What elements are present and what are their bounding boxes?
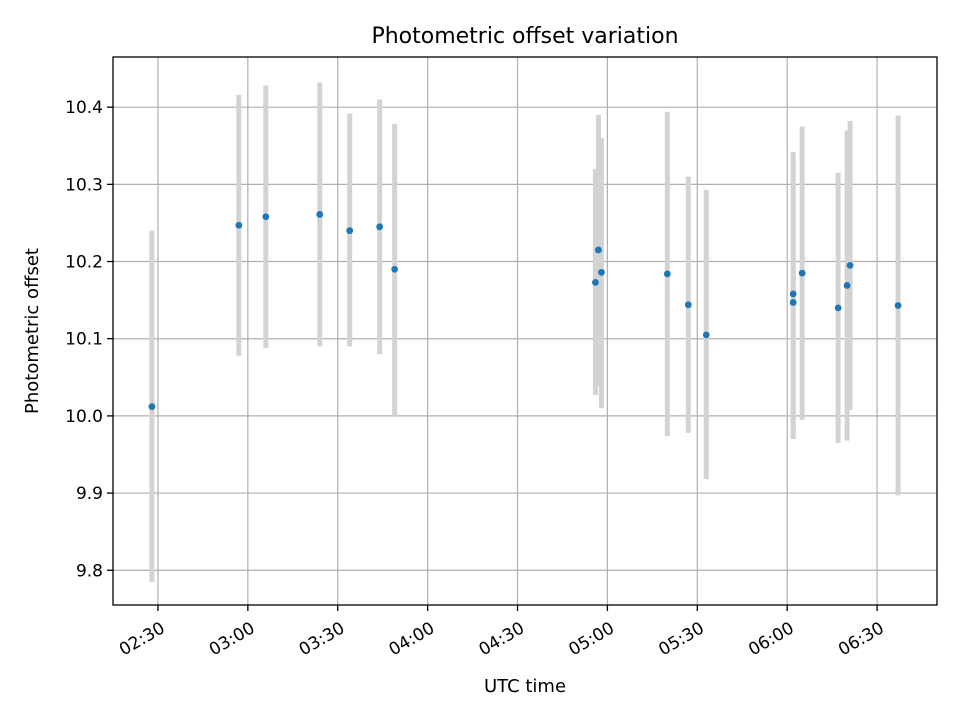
y-tick-label: 10.2 [65, 253, 103, 273]
y-tick-label: 10.3 [65, 175, 103, 195]
data-point [391, 265, 399, 273]
data-point [346, 227, 354, 235]
data-point [843, 282, 851, 289]
data-point [684, 301, 692, 309]
x-tick-label: 06:00 [745, 618, 797, 660]
y-tick-label: 10.0 [65, 407, 103, 427]
y-tick-label: 9.9 [76, 484, 103, 504]
data-point [262, 213, 270, 221]
x-tick-label: 05:00 [565, 618, 617, 660]
data-point [316, 211, 324, 218]
data-point [789, 290, 797, 298]
data-point [595, 246, 602, 254]
x-tick-label: 04:00 [386, 618, 438, 660]
x-tick-label: 06:30 [835, 618, 887, 660]
data-point [376, 223, 384, 231]
x-axis-label: UTC time [484, 676, 566, 697]
data-point [789, 299, 797, 306]
x-tick-label: 03:00 [206, 618, 258, 660]
x-tick-label: 05:30 [655, 618, 707, 660]
data-point [846, 261, 854, 269]
x-tick-label: 04:30 [476, 618, 528, 660]
y-tick-label: 10.4 [65, 98, 103, 118]
y-tick-label: 10.1 [65, 330, 103, 350]
data-point [592, 278, 599, 286]
y-tick-label: 9.8 [76, 561, 103, 581]
tick-layer: 02:30 03:00 03:30 04:00 04:30 05:00 05:30 06:00… [65, 98, 887, 660]
x-tick-label: 02:30 [116, 618, 168, 660]
errorbar-layer [149, 82, 901, 582]
data-point [798, 269, 806, 277]
x-tick-label: 03:30 [296, 618, 348, 660]
data-point [148, 403, 156, 411]
data-point [894, 302, 902, 309]
y-axis-label: Photometric offset [22, 248, 43, 414]
data-point [235, 221, 243, 229]
plot-frame [112, 56, 938, 606]
data-point [598, 268, 605, 276]
point-layer [148, 211, 902, 411]
chart-title: Photometric offset variation [371, 24, 678, 49]
data-point [663, 270, 671, 278]
data-point [834, 304, 842, 312]
data-point [702, 331, 710, 339]
